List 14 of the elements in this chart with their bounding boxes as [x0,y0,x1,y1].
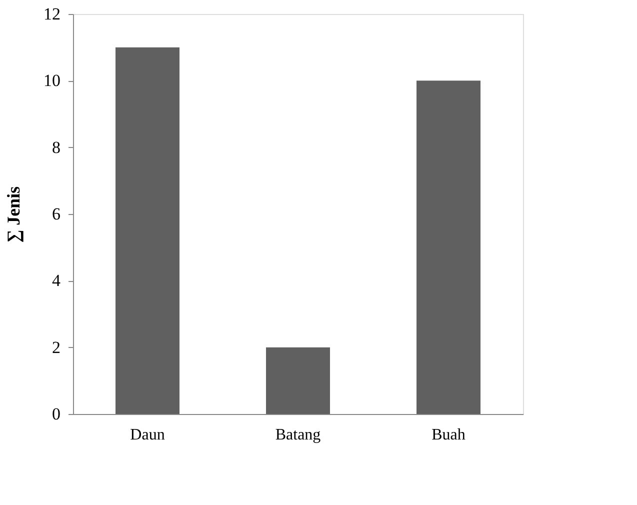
bar [266,347,330,414]
bar [416,80,480,414]
y-tick-label: 10 [44,71,60,90]
y-axis-title: ∑ Jenis [4,186,24,243]
y-tick-label: 2 [52,338,60,357]
y-tick-label: 0 [52,404,60,424]
y-tick-label: 6 [52,204,60,224]
x-tick-label: Batang [275,426,321,444]
x-tick-label: Buah [432,426,466,444]
bar [116,47,180,414]
x-tick-label: Daun [130,426,165,444]
y-tick-label: 12 [44,4,60,24]
y-tick-label: 8 [52,138,60,157]
y-tick-label: 4 [52,271,61,290]
